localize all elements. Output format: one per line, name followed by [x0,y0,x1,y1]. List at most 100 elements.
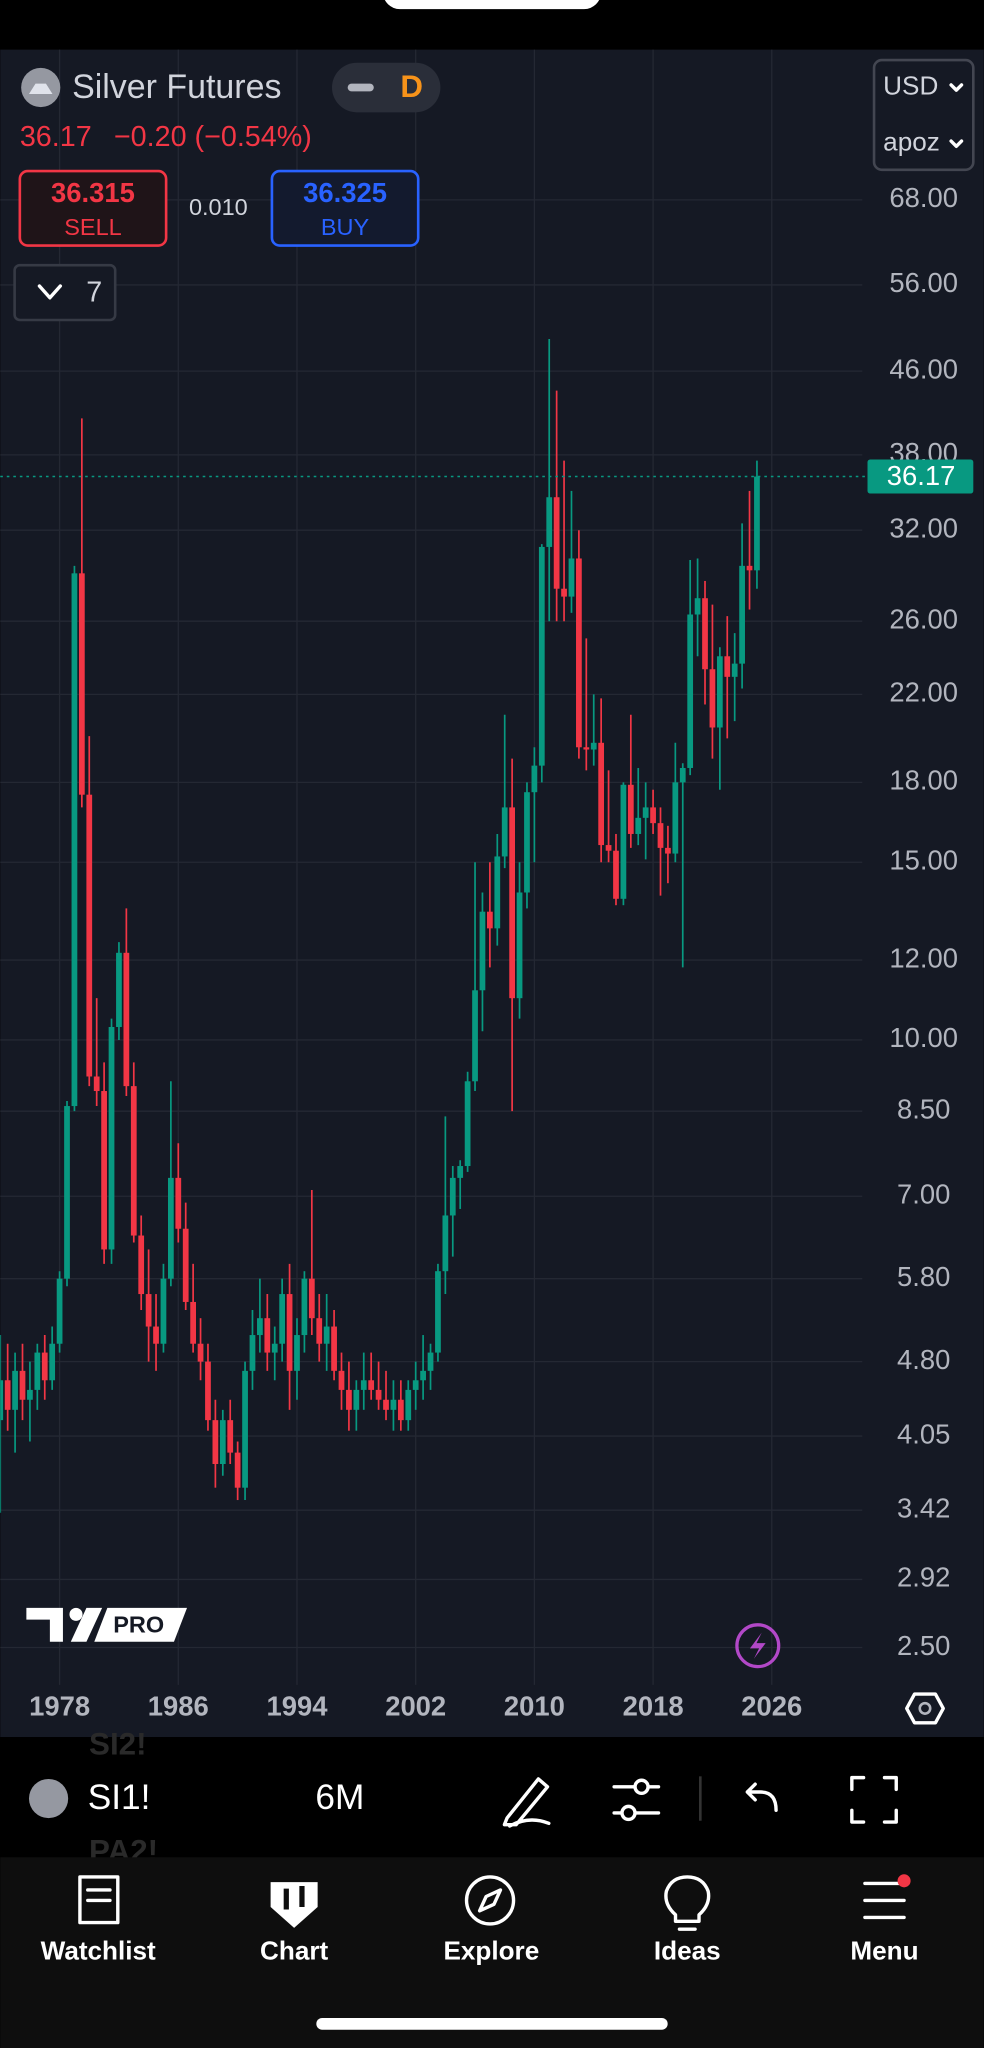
nav-label[interactable]: Menu [850,1936,918,1966]
undo-icon[interactable] [745,1782,778,1812]
last-price-tag [867,459,974,494]
alert-bolt [749,1632,766,1659]
candle-body [12,1370,18,1410]
candle-body [249,1335,256,1371]
candle-body [331,1326,337,1371]
candle-body [635,817,642,834]
indicators-box[interactable] [13,263,117,322]
y-tick-label: 3.42 [897,1492,950,1523]
sell-button[interactable]: 36.315 SELL [18,169,168,247]
candle-body [642,807,649,818]
candle-body [449,1177,456,1216]
x-tick-label: 1978 [29,1691,90,1722]
candle-body [138,1235,145,1295]
settings-icon[interactable] [904,1692,945,1725]
candle-body [338,1370,345,1390]
indicators-count: 7 [86,276,102,308]
candle-body [101,1091,107,1250]
candle-body [657,823,664,848]
candle-body [501,807,508,857]
logo-badge [94,1607,188,1642]
buy-box[interactable] [270,169,420,247]
settings-dot [918,1701,932,1715]
indicators-toggle[interactable]: 7 [13,263,117,322]
candle-body [583,747,590,750]
draw-icon[interactable] [502,1777,551,1828]
fullscreen-icon[interactable] [850,1775,898,1824]
candle-body [19,1370,26,1400]
candle-body [64,1106,70,1279]
candle-body [716,656,723,728]
ideas-icon [664,1875,711,1931]
toggle-dash [347,83,374,92]
menu-icon [863,1881,906,1920]
candle-body [479,911,486,991]
nav-labels: Watchlist Chart Explore Ideas Menu [41,1936,919,1966]
candle-body [397,1399,404,1421]
y-tick-label: 5.80 [897,1261,950,1292]
candle-body [702,598,708,670]
nav-label[interactable]: Watchlist [41,1936,156,1966]
alert-button[interactable] [735,1623,781,1669]
candle-body [538,546,545,766]
candle-body [323,1326,330,1344]
candle-body [205,1361,211,1421]
candle-body [86,794,93,1077]
candle-body [494,856,501,929]
toolbar-symbol[interactable]: SI1! [88,1778,151,1817]
logo-mark [26,1607,63,1642]
nav-label[interactable]: Explore [443,1936,539,1966]
candle-body [153,1326,159,1344]
candle-body [546,497,553,547]
candle-body [746,565,753,571]
last-price-label: 36.17 [887,460,956,491]
candle-body [34,1352,41,1390]
symbol-header: Silver Futures D 36.17 −0.20 (−0.54%) [20,62,441,153]
currency-box[interactable] [872,58,975,172]
explore-icon [464,1875,516,1926]
visibility-toggle[interactable] [332,62,441,113]
x-tick-label: 1986 [148,1691,209,1722]
candle-body [516,892,523,999]
candle-body [576,558,582,748]
candle-body [687,614,694,768]
candle-body [464,1081,471,1167]
candle-body [553,497,560,589]
candle-body [672,782,679,854]
candle-body [420,1370,426,1381]
toolbar-interval[interactable]: 6M [315,1778,364,1817]
y-tick-label: 32.00 [889,512,958,543]
y-tick-label: 26.00 [889,603,958,634]
candle-body [427,1352,434,1371]
candle-body [78,573,85,795]
candle-body [472,990,478,1082]
candle-body [590,742,597,750]
y-tick-label: 18.00 [889,765,958,796]
candle-body [0,1380,4,1421]
nav-label[interactable]: Ideas [654,1936,721,1966]
candle-body [486,911,493,929]
candle-body [49,1343,56,1381]
sell-box[interactable] [18,169,168,247]
candle-body [234,1452,241,1488]
candle-body [524,792,530,893]
toolbar-symbol-icon [28,1778,69,1819]
y-tick-label: 2.92 [897,1562,950,1593]
nav-label[interactable]: Chart [260,1936,328,1966]
candle-body [286,1294,293,1371]
bottom-nav [0,1857,984,2048]
x-tick-label: 2002 [385,1691,446,1722]
candle-body [457,1166,464,1178]
quote-price: 36.17 [20,121,92,153]
candle-body [108,1026,115,1250]
candle-body [650,807,656,824]
indicators-icon[interactable] [612,1778,661,1822]
alert-circle[interactable] [735,1623,781,1669]
candle-body [279,1294,286,1344]
candle-body [509,807,516,999]
y-tick-label: 12.00 [889,942,958,973]
buy-button[interactable]: 36.325 BUY [270,169,420,247]
currency-selector[interactable]: USD apoz [872,58,975,172]
